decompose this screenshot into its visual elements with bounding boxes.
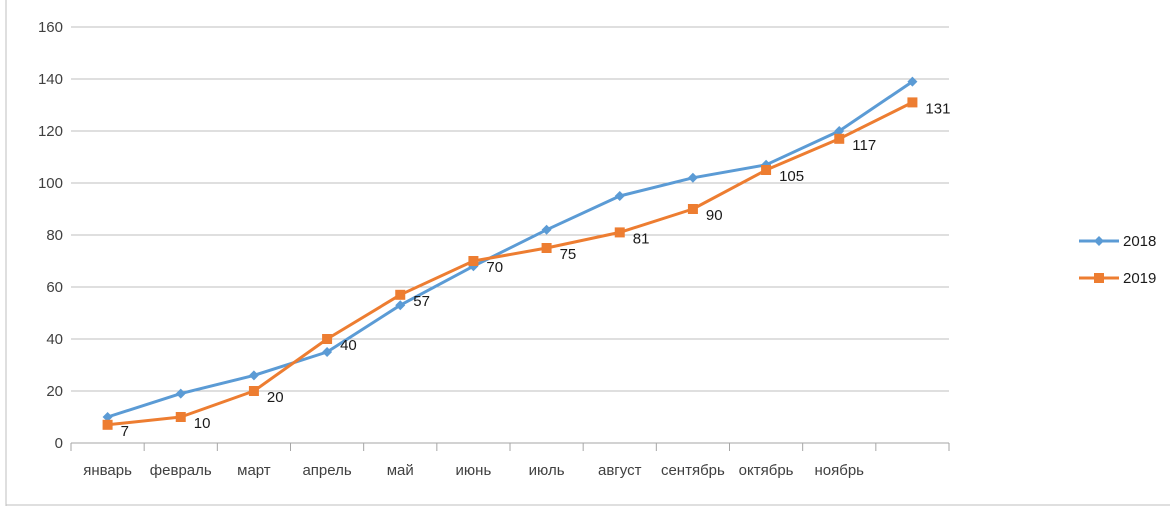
grid-layer (71, 26, 949, 444)
data-label-2019: 105 (779, 168, 804, 185)
x-tick-label: октябрь (739, 462, 794, 479)
data-label-2019: 20 (267, 389, 284, 406)
axis-layer: 0 20 40 60 80 100 120 140 160 январь февраль март ап… (38, 19, 950, 479)
y-tick-label: 120 (38, 123, 63, 140)
data-point-2019 (395, 289, 406, 300)
data-point-2019 (907, 97, 918, 108)
data-point-2018 (175, 388, 186, 399)
x-tick-label: март (237, 462, 271, 479)
x-tick-label: сентябрь (661, 462, 725, 479)
x-tick-label: июнь (456, 462, 492, 479)
data-label-2019: 81 (633, 230, 650, 247)
data-label-2019: 10 (194, 415, 211, 432)
x-tick-label: май (387, 462, 414, 479)
data-label-2019: 90 (706, 207, 723, 224)
data-label-layer: 7 10 20 40 57 70 75 81 90 105 117 131 (121, 100, 951, 439)
legend: 2018 2019 (1079, 233, 1156, 287)
data-point-2019 (687, 204, 698, 214)
data-point-2018 (541, 224, 552, 235)
data-point-2019 (322, 334, 333, 344)
data-point-2019 (248, 386, 259, 396)
data-point-2019 (614, 227, 625, 238)
data-label-2019: 7 (121, 423, 129, 440)
data-point-2018 (614, 191, 625, 201)
legend-marker-2018 (1094, 236, 1104, 246)
y-tick-label: 20 (46, 383, 63, 400)
x-tick-label: апрель (302, 462, 351, 479)
data-point-2018 (834, 126, 845, 136)
x-tick-label: январь (83, 462, 132, 479)
series-line-2019 (107, 101, 914, 427)
legend-label-2019: 2019 (1123, 270, 1156, 287)
series-layer (102, 76, 918, 430)
data-point-2018 (322, 347, 333, 357)
legend-label-2018: 2018 (1123, 233, 1156, 250)
data-point-2019 (175, 412, 186, 422)
x-tick-label: ноябрь (815, 462, 865, 479)
data-label-2019: 117 (852, 137, 876, 154)
data-point-2018 (102, 412, 113, 422)
y-tick-label: 140 (38, 71, 63, 88)
legend-marker-2019 (1094, 273, 1104, 283)
y-tick-label: 60 (46, 279, 63, 296)
data-point-2019 (834, 133, 845, 144)
y-tick-label: 160 (38, 19, 63, 36)
x-tick-label: февраль (150, 462, 212, 479)
data-label-2019: 57 (413, 293, 430, 310)
y-tick-label: 100 (38, 175, 63, 192)
data-point-2018 (248, 370, 259, 381)
data-point-2018 (907, 76, 918, 87)
data-label-2019: 40 (340, 337, 357, 354)
y-tick-label: 40 (46, 331, 63, 348)
x-tick-label: июль (529, 462, 565, 479)
data-label-2019: 70 (486, 259, 503, 276)
data-point-2019 (102, 419, 113, 430)
data-point-2019 (541, 243, 552, 253)
data-point-2018 (395, 300, 406, 311)
y-tick-label: 0 (55, 435, 63, 452)
data-point-2019 (468, 256, 479, 266)
y-tick-label: 80 (46, 227, 63, 244)
data-label-2019: 131 (925, 100, 950, 117)
data-label-2019: 75 (560, 246, 577, 263)
x-tick-label: август (598, 462, 642, 479)
series-line-2018 (107, 80, 914, 419)
data-point-2019 (761, 165, 772, 175)
data-point-2018 (687, 172, 698, 183)
